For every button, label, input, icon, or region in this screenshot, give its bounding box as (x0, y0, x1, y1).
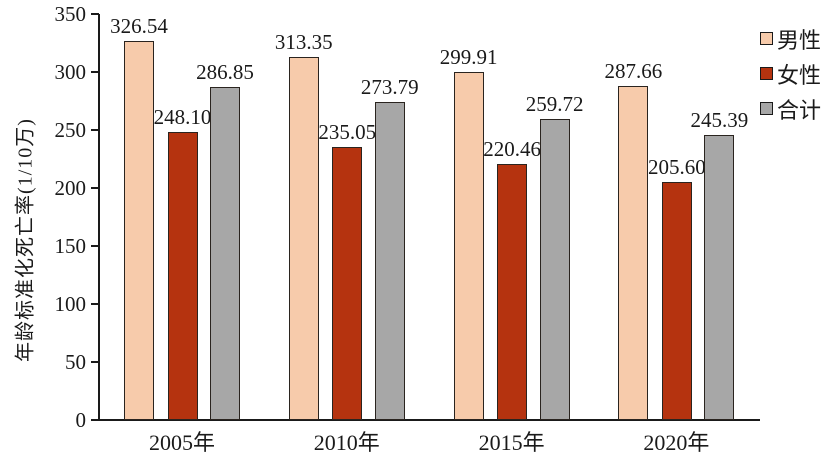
bar-female-2020年 (661, 181, 692, 420)
y-tick-label-100: 100 (54, 292, 87, 316)
y-tick-150 (91, 245, 99, 247)
legend: 男性 女性 合计 (760, 21, 821, 126)
x-tick-label-2015年: 2015年 (478, 430, 545, 455)
x-tick-label-2010年: 2010年 (313, 430, 380, 455)
x-tick-label-2020年: 2020年 (643, 430, 710, 455)
bar-male-2005年 (124, 41, 154, 420)
bar-male-2010年 (288, 56, 319, 420)
legend-label-female: 女性 (777, 62, 822, 88)
y-tick-label-0: 0 (75, 408, 87, 432)
legend-item-male: 男性 (760, 21, 821, 56)
bar-total-2010年 (374, 102, 405, 420)
legend-swatch-male (760, 32, 773, 45)
value-label-total-2015年: 259.72 (525, 91, 584, 116)
legend-item-total: 合计 (760, 91, 821, 126)
y-tick-label-50: 50 (65, 350, 86, 374)
value-label-female-2020年: 205.60 (648, 154, 706, 179)
bar-female-2010年 (332, 147, 363, 420)
value-label-total-2005年: 286.85 (196, 60, 254, 85)
legend-label-total: 合计 (777, 97, 822, 123)
value-label-female-2010年: 235.05 (318, 120, 377, 145)
bar-total-2005年 (210, 87, 240, 420)
y-tick-100 (91, 303, 99, 305)
y-tick-50 (91, 361, 99, 363)
bar-female-2015年 (497, 164, 528, 420)
y-tick-label-150: 150 (54, 234, 87, 258)
y-axis-line (98, 14, 100, 421)
bar-male-2020年 (618, 86, 649, 420)
value-label-male-2010年: 313.35 (274, 29, 333, 54)
y-tick-0 (91, 419, 99, 421)
value-label-female-2005年: 248.10 (153, 105, 212, 130)
y-tick-label-300: 300 (54, 60, 87, 84)
value-label-male-2015年: 299.91 (439, 45, 498, 70)
x-tick-label-2005年: 2005年 (148, 430, 216, 455)
bar-male-2015年 (453, 72, 484, 420)
y-axis-title: 年龄标准化死亡率(1/10万) (14, 118, 37, 362)
y-tick-250 (91, 129, 99, 131)
value-label-total-2010年: 273.79 (360, 75, 419, 100)
bar-total-2015年 (539, 118, 570, 420)
value-label-male-2020年: 287.66 (604, 59, 663, 84)
value-label-male-2005年: 326.54 (110, 14, 168, 39)
x-axis-line (98, 419, 760, 421)
bar-total-2020年 (704, 135, 735, 420)
legend-label-male: 男性 (777, 27, 822, 53)
y-tick-label-250: 250 (54, 118, 87, 142)
legend-swatch-female (760, 67, 773, 80)
y-tick-label-200: 200 (54, 176, 87, 200)
y-tick-300 (91, 71, 99, 73)
legend-swatch-total (760, 102, 773, 115)
y-tick-200 (91, 187, 99, 189)
bar-female-2005年 (167, 132, 198, 420)
value-label-total-2020年: 245.39 (690, 108, 749, 133)
y-tick-350 (91, 13, 99, 15)
value-label-female-2015年: 220.46 (483, 137, 541, 162)
y-tick-label-350: 350 (54, 2, 87, 26)
legend-item-female: 女性 (760, 56, 821, 91)
